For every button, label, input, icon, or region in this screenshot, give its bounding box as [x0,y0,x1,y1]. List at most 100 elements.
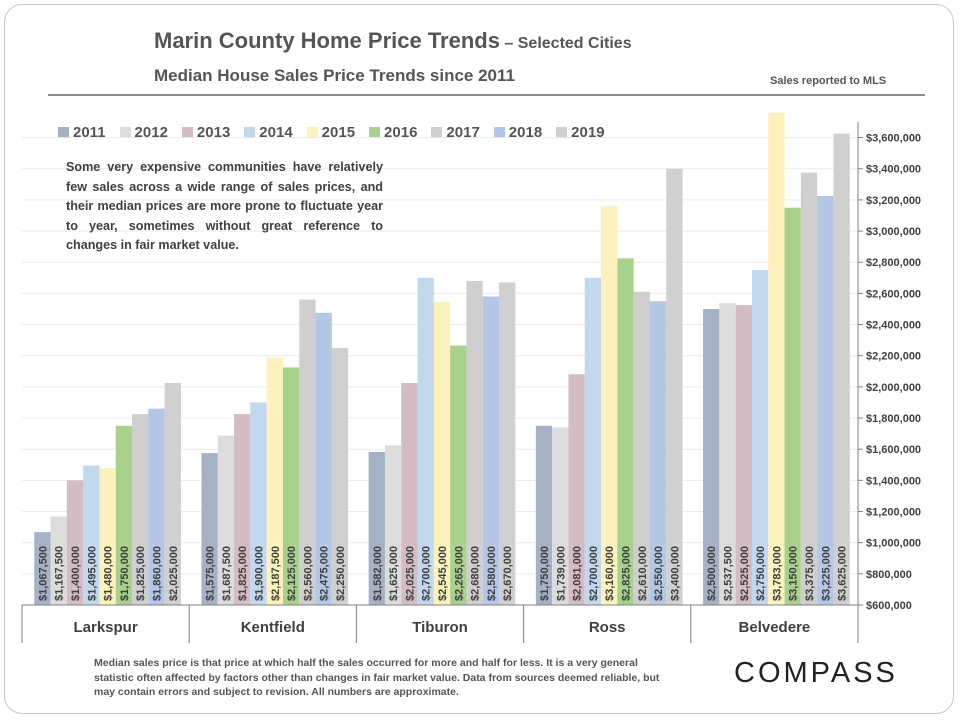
data-label: $3,225,000 [820,546,832,601]
data-label: $2,750,000 [755,546,767,601]
bar-kentfield-2013 [234,414,251,605]
data-label: $2,525,000 [739,546,751,601]
y-tick-label: $2,200,000 [866,351,921,363]
data-label: $1,750,000 [539,546,551,601]
bar-ross-2012 [552,427,569,605]
data-label: $2,700,000 [588,546,600,601]
bar-ross-2016 [617,258,634,605]
bar-belvedere-2015 [768,112,785,605]
legend-label: 2011 [73,124,106,141]
bar-ross-2011 [535,425,553,605]
legend-swatch [244,127,256,138]
bar-kentfield-2012 [217,435,235,605]
data-label: $1,575,000 [205,546,217,601]
y-tick-label: $3,200,000 [866,195,921,207]
legend-swatch [306,127,318,138]
legend-swatch [181,127,193,138]
data-label: $3,625,000 [837,546,849,601]
category-label-belvedere: Belvedere [739,619,811,636]
category-label-tiburon: Tiburon [412,619,468,636]
bar-ross-2019 [666,168,683,605]
y-tick-label: $1,800,000 [866,413,921,425]
legend-item-2016: 2016 [369,124,417,141]
data-label: $3,150,000 [788,546,800,601]
data-label: $2,580,000 [486,546,498,601]
bar-larkspur-2018 [148,408,165,605]
bar-belvedere-2019 [833,133,850,605]
data-label: $1,495,000 [86,546,98,601]
data-label: $1,480,000 [103,546,115,601]
data-label: $2,187,500 [270,546,282,601]
legend-item-2015: 2015 [306,124,355,141]
data-label: $1,400,000 [70,546,82,601]
data-label: $1,900,000 [254,546,266,601]
legend-label: 2012 [134,124,168,141]
bar-kentfield-2019 [331,347,349,605]
bar-belvedere-2018 [817,196,834,606]
bar-larkspur-2013 [66,480,84,605]
legend-item-2019: 2019 [556,124,605,141]
y-tick-label: $2,600,000 [866,288,921,300]
bar-belvedere-2014 [751,270,769,605]
data-label: $2,125,000 [286,546,298,601]
legend-swatch [119,127,131,138]
legend-label: 2013 [196,124,231,141]
bar-larkspur-2012 [50,516,67,605]
bar-belvedere-2013 [735,305,752,605]
callout-text: Some very expensive communities have rel… [66,160,383,252]
data-label: $1,825,000 [135,546,147,601]
bar-tiburon-2015 [433,301,451,605]
bar-kentfield-2015 [266,357,283,605]
data-label: $3,375,000 [804,546,816,601]
bar-kentfield-2011 [201,453,218,605]
chart-title: Marin County Home Price Trends – Selecte… [154,28,632,54]
category-label-ross: Ross [589,619,626,636]
legend-swatch [431,127,443,138]
chart-title-main: Marin County Home Price Trends [154,28,500,53]
bar-larkspur-2014 [83,465,100,605]
data-label: $1,625,000 [388,546,400,601]
data-label: $1,860,000 [152,546,164,601]
source-note: Sales reported to MLS [770,75,887,87]
legend-label: 2016 [384,124,418,141]
bar-ross-2018 [649,301,667,605]
category-label-kentfield: Kentfield [241,619,305,636]
data-label: $2,550,000 [653,546,665,601]
chart-subtitle: Median House Sales Price Trends since 20… [154,66,515,85]
legend-swatch [58,127,69,138]
data-label: $2,500,000 [706,546,718,601]
data-label: $2,537,500 [723,546,735,601]
bar-larkspur-2019 [164,382,181,605]
bar-tiburon-2019 [499,282,516,605]
data-label: $2,250,000 [335,546,347,601]
bar-kentfield-2014 [250,402,267,605]
bar-kentfield-2016 [282,367,300,605]
compass-logo: COMPASS [734,657,898,689]
data-label: $1,687,500 [221,546,233,601]
bar-larkspur-2015 [99,467,116,605]
bar-larkspur-2011 [34,532,51,605]
bar-larkspur-2016 [115,425,133,605]
y-tick-label: $2,800,000 [866,257,921,269]
y-tick-label: $3,000,000 [866,226,921,238]
bar-tiburon-2017 [466,280,483,605]
legend-swatch [493,127,505,138]
data-label: $2,700,000 [421,546,433,601]
data-label: $1,825,000 [237,546,249,601]
bar-belvedere-2011 [703,308,720,605]
data-label: $2,545,000 [437,546,449,601]
legend-item-2018: 2018 [493,124,542,141]
legend-swatch [556,127,568,138]
footer-note: Median sales price is that price at whic… [94,657,660,698]
y-tick-label: $2,000,000 [866,382,921,394]
y-tick-label: $2,400,000 [866,320,921,332]
bar-kentfield-2018 [315,312,332,605]
bar-kentfield-2017 [299,299,316,605]
data-label: $1,167,500 [54,546,66,601]
y-tick-label: $3,400,000 [866,164,921,176]
data-label: $1,739,000 [555,546,567,601]
bar-tiburon-2011 [368,451,385,605]
data-label: $2,680,000 [470,546,482,601]
data-label: $2,670,000 [502,546,514,601]
